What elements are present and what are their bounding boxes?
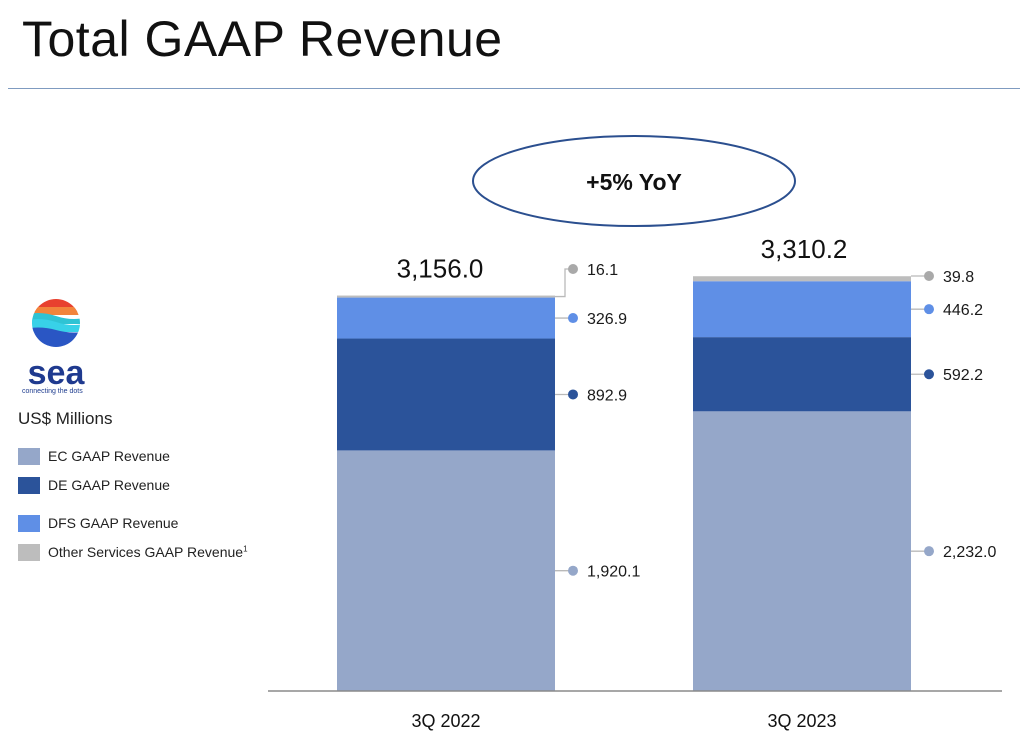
label-marker-other-1 [568,264,578,274]
legend-swatch-dfs [18,514,40,532]
bar-segment-de-1 [337,338,555,451]
page-title: Total GAAP Revenue [22,11,503,67]
label-marker-other-2 [924,271,934,281]
legend-label-other-text: Other Services GAAP Revenue [48,544,244,560]
legend-swatch-ec [18,447,40,465]
label-marker-dfs-1 [568,313,578,324]
x-tick-label-1: 3Q 2022 [411,711,480,731]
bar-total-label-2: 3,310.2 [761,234,848,264]
logo-word: sea [28,354,86,392]
yoy-callout-text: +5% YoY [586,169,682,195]
title-divider [8,88,1020,89]
label-marker-de-1 [568,389,578,400]
label-marker-de-2 [924,369,934,380]
data-label-ec-1: 1,920.1 [587,564,640,581]
legend-label-other: Other Services GAAP Revenue1 [48,544,248,560]
legend-label-dfs: DFS GAAP Revenue [48,515,179,531]
data-label-dfs-2: 446.2 [943,302,983,319]
bar-segment-de-2 [693,337,911,412]
data-label-dfs-1: 326.9 [587,311,627,328]
data-label-other-2: 39.8 [943,269,974,286]
bar-segment-other-1 [337,295,555,298]
data-label-other-1: 16.1 [587,262,618,279]
label-marker-ec-2 [924,546,934,557]
legend-label-ec: EC GAAP Revenue [48,448,170,464]
bar-segment-dfs-1 [337,297,555,339]
legend-footnote-marker: 1 [243,544,248,554]
legend-swatch-other [18,543,40,561]
data-label-de-1: 892.9 [587,387,627,404]
bar-segment-dfs-2 [693,281,911,338]
legend-item-dfs: DFS GAAP Revenue [18,513,178,533]
bar-total-label-1: 3,156.0 [397,254,484,284]
bar-segment-other-2 [693,276,911,282]
yoy-callout-ellipse [472,135,796,227]
label-marker-ec-1 [568,565,578,576]
legend-item-de: DE GAAP Revenue [18,475,170,495]
legend-swatch-de [18,476,40,494]
data-label-ec-2: 2,232.0 [943,544,996,561]
logo-tagline: connecting the dots [22,388,83,395]
units-label: US$ Millions [18,409,113,428]
bar-segment-ec-1 [337,450,555,691]
data-label-de-2: 592.2 [943,367,983,384]
sea-logo: sea [28,299,86,392]
x-tick-label-2: 3Q 2023 [767,711,836,731]
legend-item-other: Other Services GAAP Revenue1 [18,542,248,562]
legend-label-de: DE GAAP Revenue [48,477,170,493]
bar-segment-ec-2 [693,411,911,691]
label-marker-dfs-2 [924,304,934,315]
legend-item-ec: EC GAAP Revenue [18,446,170,466]
